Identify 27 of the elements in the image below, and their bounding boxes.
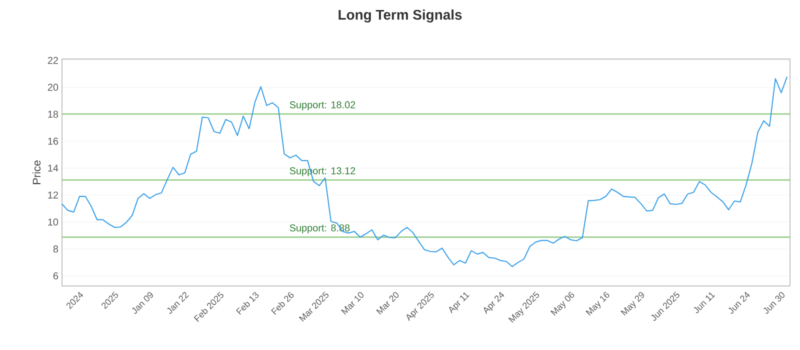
x-tick-label: Jan 22 [167, 292, 189, 314]
y-tick-label: 8 [53, 245, 58, 252]
x-tick-label: Jan 09 [132, 292, 153, 314]
x-tick-label: Jun 11 [694, 292, 716, 314]
x-tick-label: Apr 11 [449, 292, 470, 314]
y-tick-label: 14 [48, 164, 58, 172]
y-tick-label: 12 [48, 192, 58, 199]
x-tick-label: May 06 [550, 292, 574, 316]
x-tick-label: Mar 20 [376, 292, 399, 315]
x-tick-label: Feb 26 [271, 292, 294, 315]
x-tick-label: Apr 24 [484, 292, 504, 314]
y-axis-title: Price [32, 160, 41, 184]
y-tick-label: 22 [48, 56, 58, 64]
ref-line-label: Support: 18.02 [290, 101, 356, 110]
y-tick-label: 20 [48, 84, 58, 91]
x-tick-label: Mar 10 [341, 292, 364, 315]
y-tick-label: 6 [53, 272, 58, 280]
y-tick-label: 10 [48, 218, 58, 226]
x-tick-label: Feb 13 [236, 292, 259, 315]
line-series [61, 76, 788, 268]
y-tick-label: 18 [48, 110, 58, 118]
y-tick-label: 16 [48, 138, 58, 145]
chart-title: Long Term Signals [338, 9, 462, 23]
x-tick-label: May 16 [586, 292, 610, 316]
x-tick-label: Jun 30 [764, 292, 785, 314]
x-tick-label: Jun 24 [728, 292, 750, 314]
x-tick-label: May 29 [620, 292, 644, 316]
